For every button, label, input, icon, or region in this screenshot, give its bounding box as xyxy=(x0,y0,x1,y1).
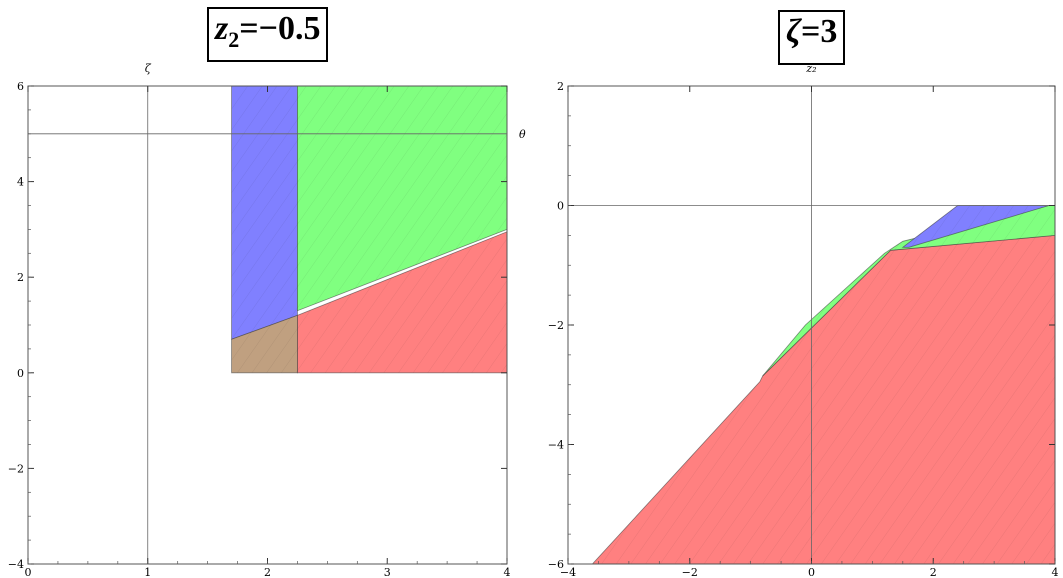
x-tick-label: 4 xyxy=(504,566,511,578)
x-tick-label: 1 xyxy=(144,566,151,578)
y-tick-label: −4 xyxy=(548,439,564,452)
y-tick-label: −6 xyxy=(548,558,564,571)
x-tick-label: 0 xyxy=(25,566,32,578)
y-tick-label: −2 xyxy=(8,462,24,475)
y-tick-label: 0 xyxy=(557,200,564,213)
horizontal-axis-name: θ xyxy=(519,128,526,141)
y-tick-label: 4 xyxy=(17,176,24,189)
vertical-axis-name: ζ xyxy=(145,62,152,75)
y-tick-label: 2 xyxy=(557,80,564,93)
x-tick-label: 4 xyxy=(1052,566,1059,578)
title-value: =3 xyxy=(801,13,838,50)
plot-left: ζ θ −4 −2 0 2 4 6 0 1 2 3 4 xyxy=(8,62,526,578)
title-value: =−0.5 xyxy=(239,10,321,47)
plot-right: z₂−6−4−202−4 −2 0 2 4 xyxy=(548,62,1059,578)
title-subscript: 2 xyxy=(228,26,240,52)
region-hatch-0 xyxy=(231,86,298,340)
region-hatch-2 xyxy=(297,231,507,373)
y-tick-label: 6 xyxy=(17,80,24,93)
y-tick-label: −2 xyxy=(548,319,564,332)
region-hatch-1 xyxy=(297,86,507,311)
x-tick-label: 2 xyxy=(264,566,271,578)
x-tick-label: −4 xyxy=(560,566,576,578)
vertical-axis-name: z₂ xyxy=(805,62,816,75)
title-variable: z xyxy=(215,10,229,47)
y-tick-label: 2 xyxy=(17,271,24,284)
y-tick-label: 0 xyxy=(17,367,24,380)
region-hatch-0 xyxy=(592,235,1055,564)
region-hatch-3 xyxy=(231,315,298,373)
x-tick-label: 0 xyxy=(808,566,815,578)
left-plot-title: z2=−0.5 xyxy=(207,7,329,62)
region-hatch-1 xyxy=(762,205,1055,376)
x-tick-label: 3 xyxy=(384,566,391,578)
y-tick-label: −4 xyxy=(8,558,24,571)
region-hatch-2 xyxy=(902,205,1049,248)
x-tick-label: −2 xyxy=(682,566,698,578)
x-tick-label: 2 xyxy=(930,566,937,578)
right-plot-title: ζ=3 xyxy=(778,10,846,65)
title-variable: ζ xyxy=(786,13,801,50)
